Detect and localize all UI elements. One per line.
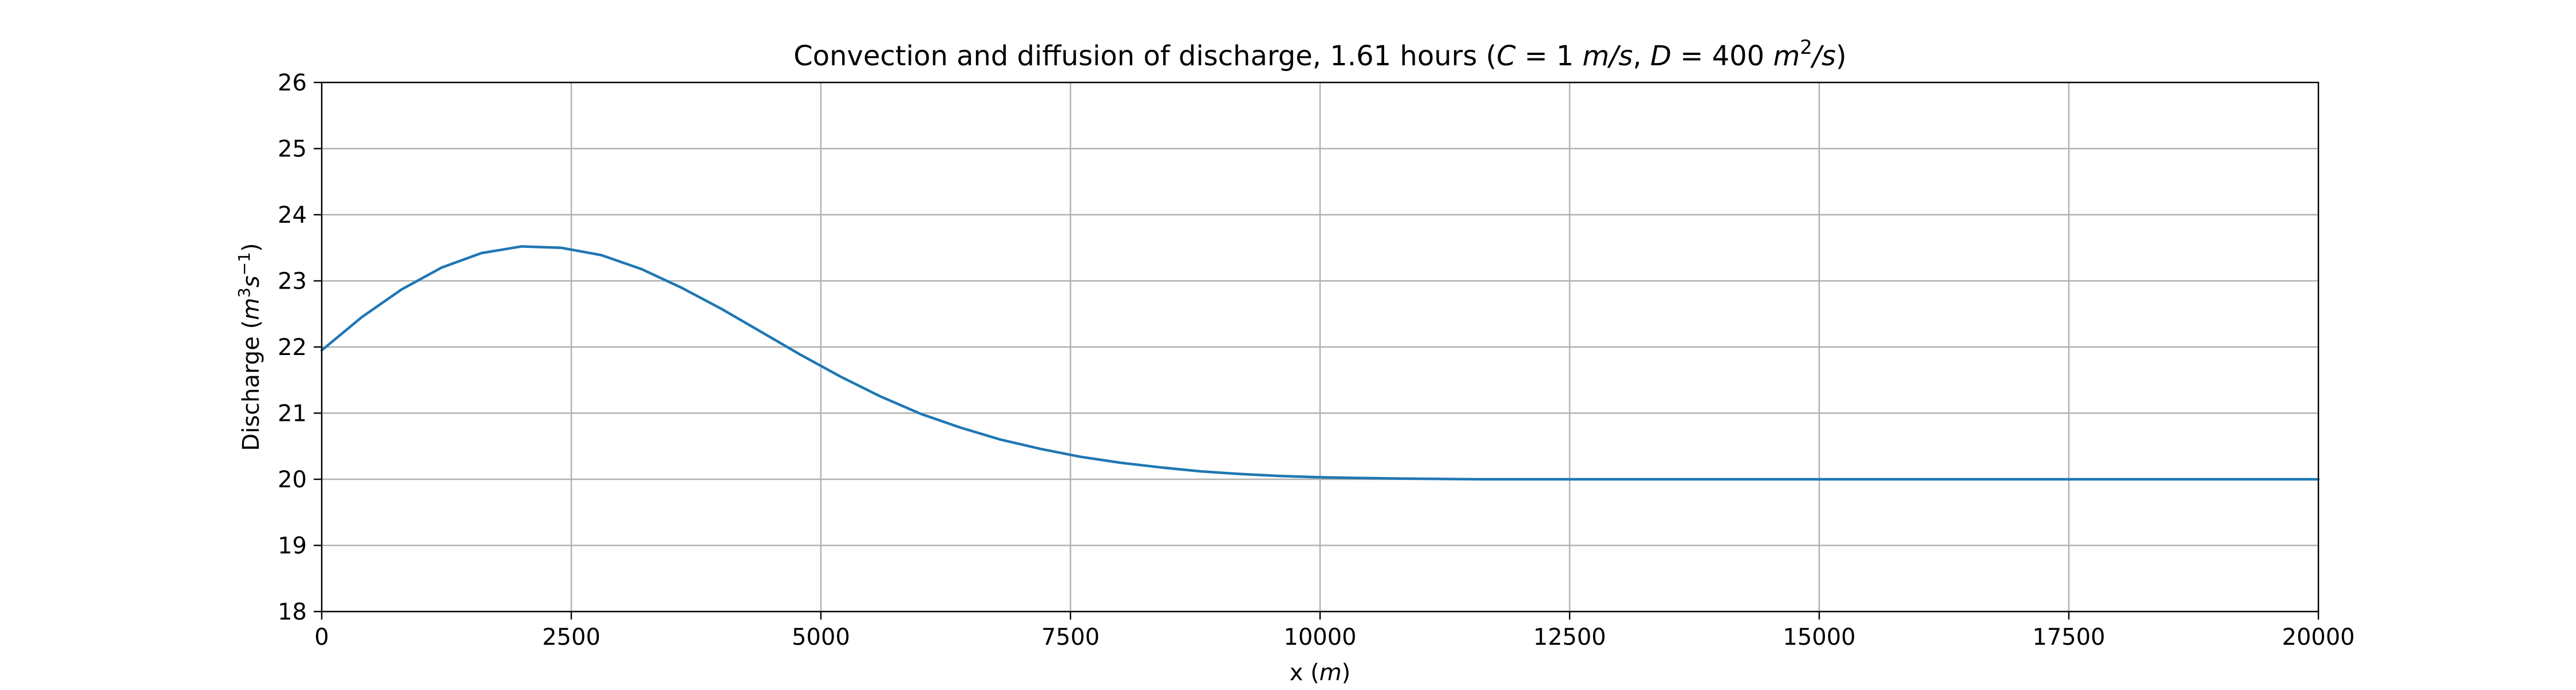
x-tick-label: 17500 (2032, 624, 2105, 650)
x-tick-label: 12500 (1533, 624, 1606, 650)
y-tick-label: 19 (278, 533, 307, 559)
series-line-0 (320, 245, 2320, 481)
x-tick-label: 2500 (542, 624, 600, 650)
y-tick-label: 20 (278, 467, 307, 493)
y-tick-label: 21 (278, 401, 307, 427)
y-tick-label: 24 (278, 202, 307, 228)
chart-title: Convection and diffusion of discharge, 1… (793, 36, 1847, 72)
x-tick-label: 20000 (2282, 624, 2354, 650)
y-axis-label: Discharge (m3s−1) (235, 243, 264, 451)
series-layer (320, 245, 2320, 481)
x-tick-label: 15000 (1783, 624, 1855, 650)
grid-layer (321, 81, 2320, 613)
x-tick-label: 5000 (792, 624, 850, 650)
y-tick-label: 23 (278, 269, 307, 295)
x-axis-label: x (m) (1290, 660, 1351, 686)
y-tick-label: 22 (278, 334, 307, 361)
y-tick-label: 26 (278, 70, 307, 96)
x-tick-label: 10000 (1283, 624, 1356, 650)
y-tick-label: 18 (278, 599, 307, 625)
y-tick-label: 25 (278, 136, 307, 163)
x-tick-label: 7500 (1041, 624, 1100, 650)
x-tick-label: 0 (314, 624, 329, 650)
tick-layer: 0 2500 5000 7500 10000 12500 15000 17500 20000 18… (278, 70, 2355, 650)
